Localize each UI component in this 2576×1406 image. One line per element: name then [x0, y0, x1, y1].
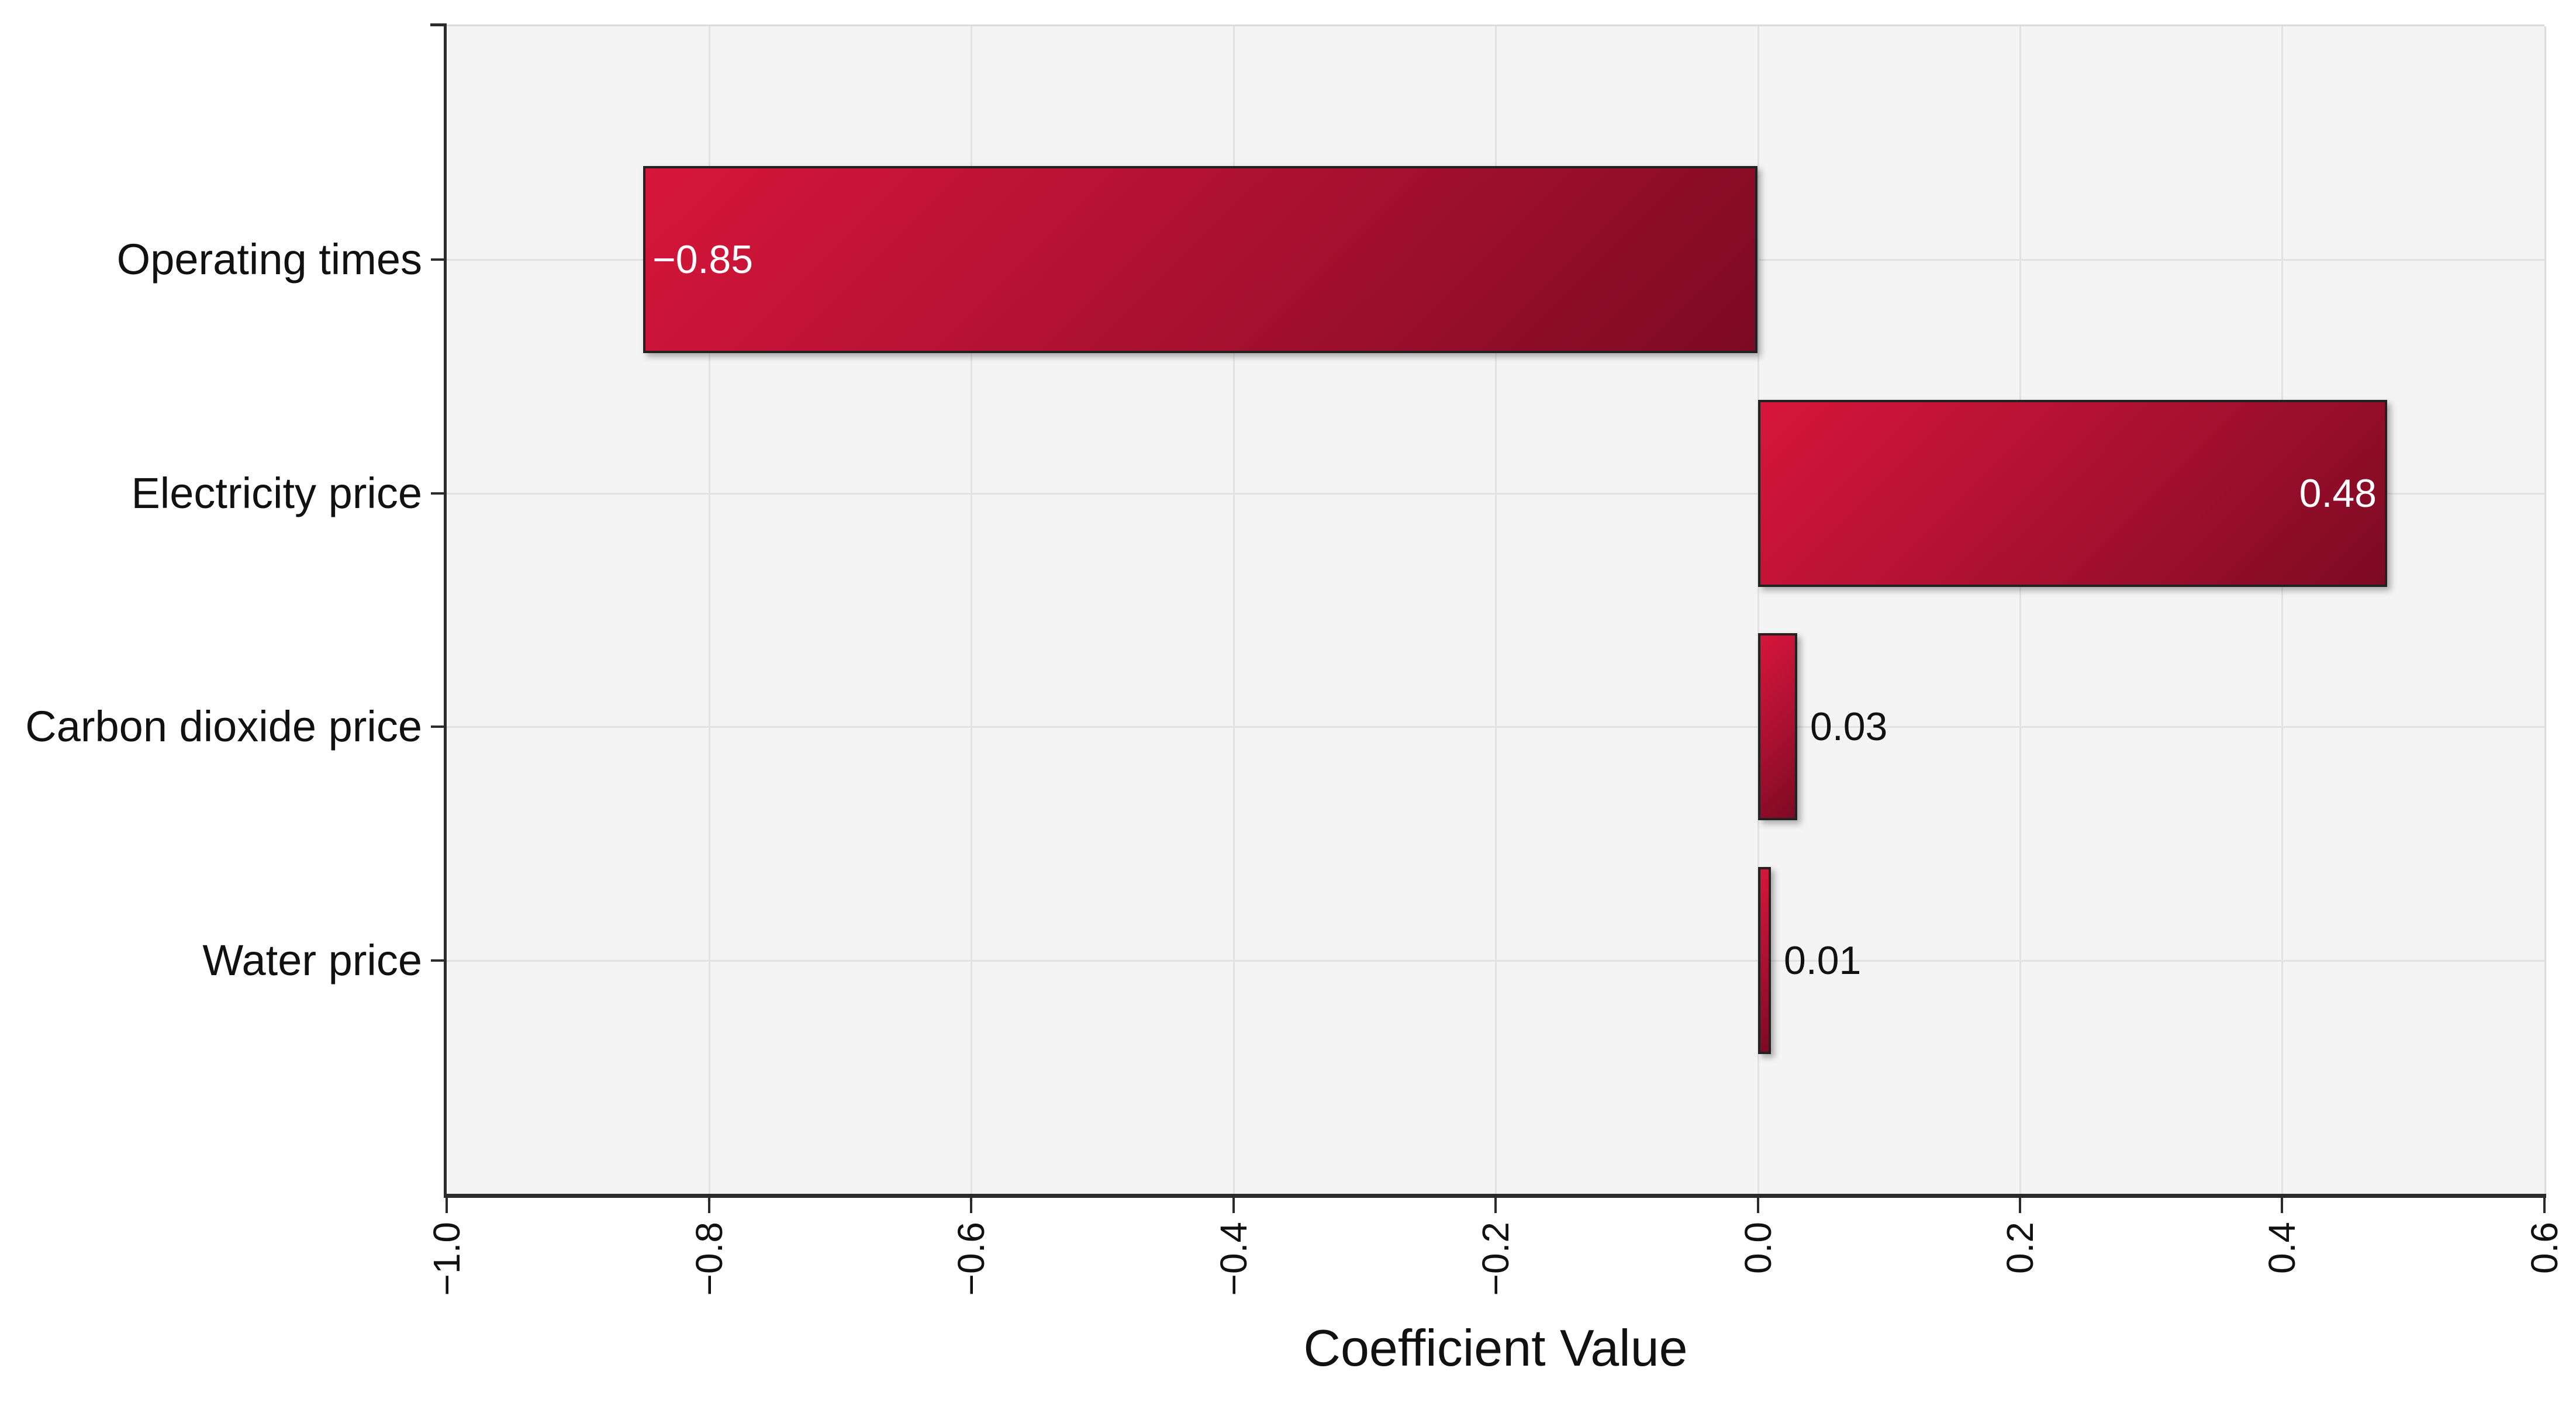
bar-value-label: −0.85 [652, 237, 754, 282]
bar-operating-times [643, 166, 1757, 353]
bar-carbon-dioxide-price [1758, 633, 1797, 820]
y-axis-top-tick [430, 23, 444, 26]
horizontal-gridline [447, 960, 2544, 962]
x-tick-label: −1.0 [426, 1222, 468, 1296]
x-axis-tick [970, 1198, 972, 1213]
x-axis-tick [2281, 1198, 2283, 1213]
category-label-water-price: Water price [202, 936, 422, 984]
vertical-gridline [1495, 26, 1497, 1194]
vertical-gridline [1233, 26, 1235, 1194]
category-label-operating-times: Operating times [116, 235, 422, 284]
x-axis-tick [2543, 1198, 2546, 1213]
x-axis-tick [1494, 1198, 1497, 1213]
x-axis-tick [1232, 1198, 1235, 1213]
x-tick-label: 0.4 [2261, 1222, 2303, 1274]
bar-water-price [1758, 867, 1771, 1054]
category-tick [431, 492, 444, 495]
vertical-gridline [1757, 26, 1759, 1194]
x-tick-label: −0.8 [688, 1222, 730, 1296]
left-spine [444, 23, 447, 1197]
x-tick-label: 0.0 [1737, 1222, 1779, 1274]
category-label-electricity-price: Electricity price [131, 469, 422, 517]
top-spine [447, 25, 2544, 26]
x-tick-label: −0.6 [950, 1222, 992, 1296]
right-spine [2544, 26, 2546, 1194]
x-tick-label: 0.6 [2523, 1222, 2565, 1274]
category-tick [431, 726, 444, 728]
horizontal-gridline [447, 493, 2544, 495]
x-tick-label: −0.2 [1475, 1222, 1517, 1296]
category-tick [431, 959, 444, 962]
bar-electricity-price [1758, 400, 2387, 587]
horizontal-gridline [447, 726, 2544, 728]
vertical-gridline [709, 26, 710, 1194]
bar-value-label: 0.01 [1784, 938, 1862, 983]
category-tick [431, 258, 444, 261]
x-axis-tick [446, 1198, 448, 1213]
vertical-gridline [2019, 26, 2021, 1194]
bottom-spine [444, 1194, 2546, 1198]
vertical-gridline [971, 26, 972, 1194]
vertical-gridline [2281, 26, 2283, 1194]
category-label-carbon-dioxide-price: Carbon dioxide price [25, 702, 422, 751]
x-axis-tick [708, 1198, 710, 1213]
x-tick-label: 0.2 [1999, 1222, 2041, 1274]
bar-value-label: 0.48 [2299, 471, 2377, 516]
x-axis-tick [2019, 1198, 2021, 1213]
x-axis-title: Coefficient Value [1303, 1319, 1688, 1377]
x-axis-tick [1757, 1198, 1759, 1213]
x-tick-label: −0.4 [1213, 1222, 1255, 1296]
bar-value-label: 0.03 [1810, 704, 1888, 749]
